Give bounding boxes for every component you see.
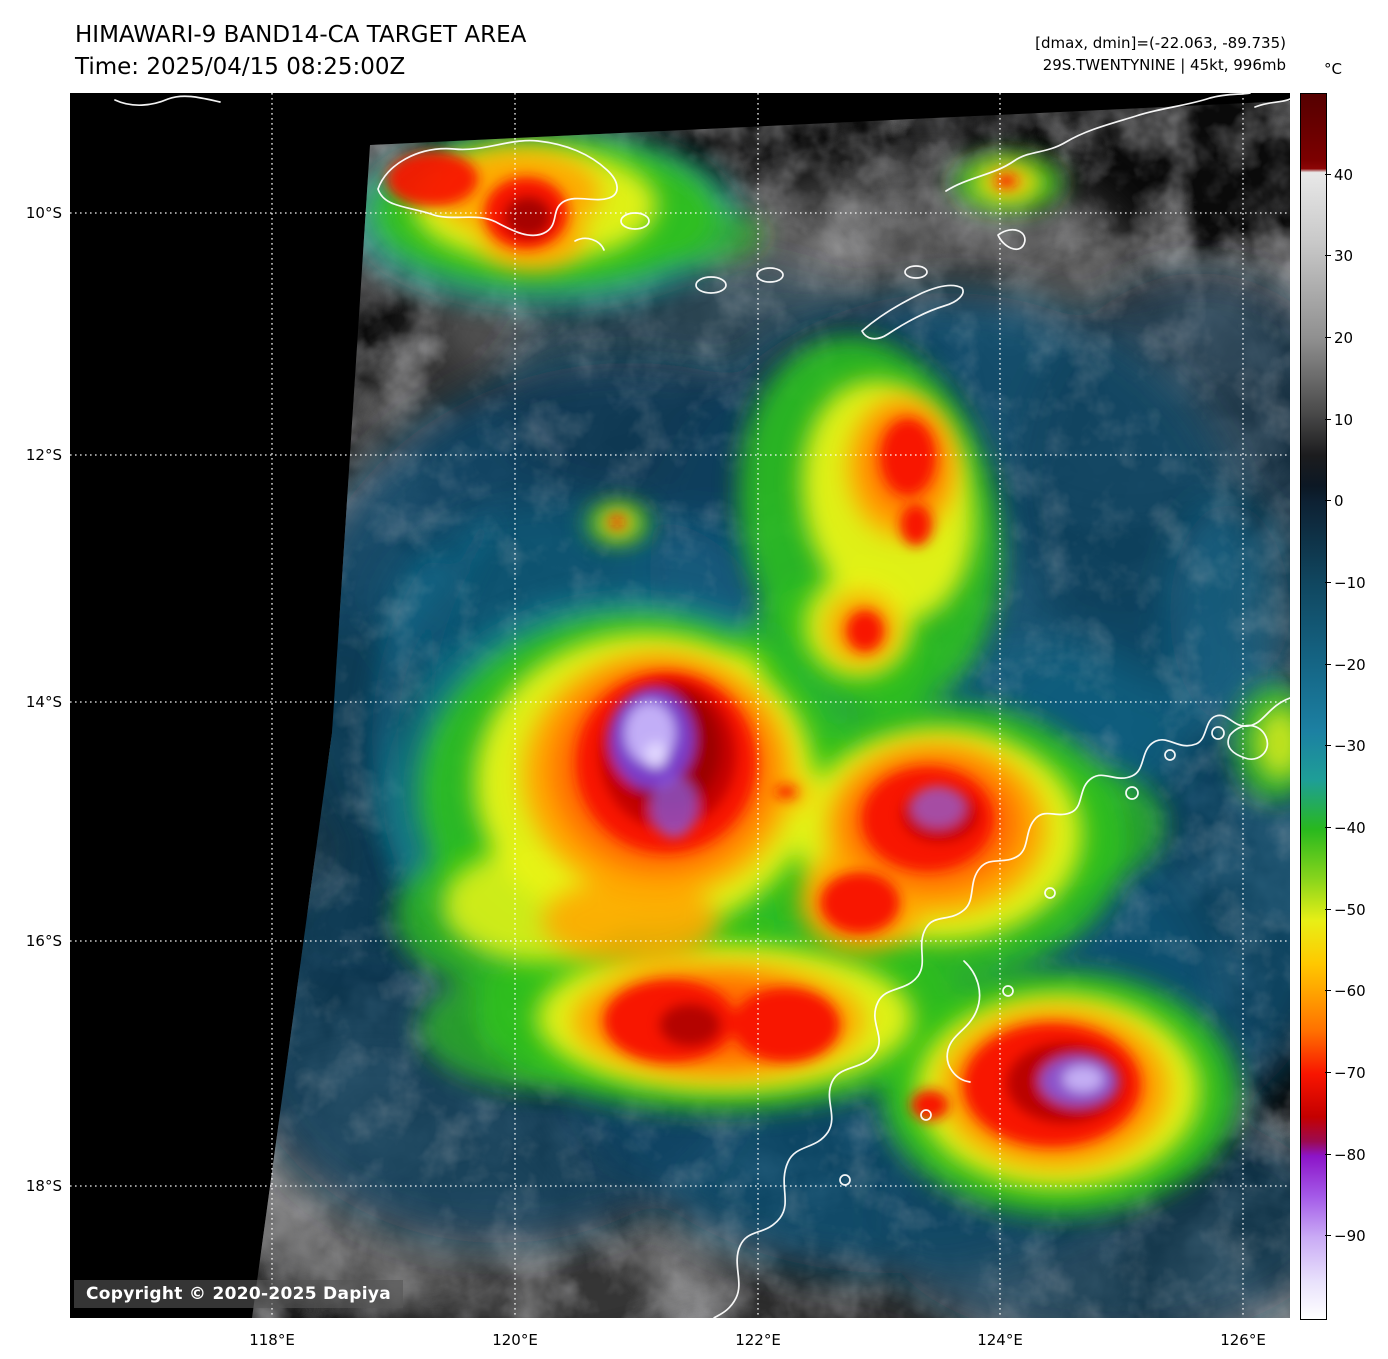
lon-tick-label: 120°E: [492, 1331, 538, 1349]
colorbar-gradient: [1300, 93, 1327, 1320]
colorbar-tick: −60: [1325, 982, 1366, 1000]
satellite-plot: Copyright © 2020-2025 Dapiya: [70, 93, 1290, 1318]
lon-tick-label: 124°E: [977, 1331, 1023, 1349]
colorbar-tick: −70: [1325, 1064, 1366, 1082]
lat-tick-label: 12°S: [25, 446, 62, 464]
colorbar-unit-label: °C: [1324, 60, 1342, 78]
lat-tick-label: 14°S: [25, 693, 62, 711]
lon-tick-label: 122°E: [735, 1331, 781, 1349]
lat-tick-label: 18°S: [25, 1177, 62, 1195]
lon-tick-label: 126°E: [1220, 1331, 1266, 1349]
dmax-dmin-annotation: [dmax, dmin]=(-22.063, -89.735): [1035, 34, 1286, 52]
convection-core-layer: [505, 197, 1123, 1123]
colorbar-tick: −30: [1325, 737, 1366, 755]
lat-tick-label: 16°S: [25, 932, 62, 950]
colorbar-tick: −20: [1325, 656, 1366, 674]
storm-info-annotation: 29S.TWENTYNINE | 45kt, 996mb: [1042, 56, 1286, 74]
colorbar-tick: 30: [1324, 247, 1354, 265]
satellite-cloud-render: [70, 93, 1290, 1318]
lat-tick-label: 10°S: [25, 204, 62, 222]
colorbar-tick: −40: [1325, 819, 1366, 837]
copyright-watermark: Copyright © 2020-2025 Dapiya: [74, 1280, 403, 1308]
coastlines: [114, 93, 1290, 1318]
graticule: [70, 93, 1290, 1318]
colorbar-tick: −90: [1325, 1227, 1366, 1245]
colorbar-tick: 40: [1324, 166, 1354, 184]
colorbar-tick: −10: [1325, 574, 1366, 592]
colorbar-tick: 10: [1324, 411, 1354, 429]
annotation-block: [dmax, dmin]=(-22.063, -89.735) 29S.TWEN…: [1035, 32, 1286, 76]
figure-time: Time: 2025/04/15 08:25:00Z: [75, 54, 406, 80]
colorbar-tick: −50: [1325, 901, 1366, 919]
lon-tick-label: 118°E: [249, 1331, 295, 1349]
colorbar-tick: −80: [1325, 1146, 1366, 1164]
figure-title: HIMAWARI-9 BAND14-CA TARGET AREA: [75, 22, 527, 48]
colorbar-tick: 20: [1324, 329, 1354, 347]
colorbar-tick: 0: [1325, 492, 1344, 510]
